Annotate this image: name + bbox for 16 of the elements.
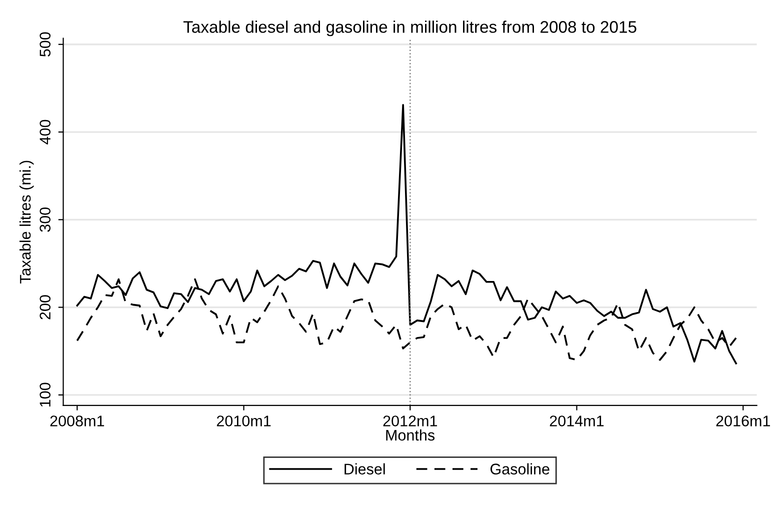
x-tick-label: 2012m1 [383, 416, 437, 426]
y-tick-label: 200 [40, 295, 51, 320]
x-axis-title: Months [386, 429, 435, 441]
y-tick-label: 100 [40, 382, 51, 407]
x-tick-label: 2008m1 [50, 416, 104, 426]
y-tick-label: 500 [40, 32, 51, 57]
line-series [76, 104, 737, 364]
x-tick-label: 2016m1 [716, 416, 770, 426]
legend-label: Diesel [344, 463, 385, 474]
y-tick-label: 400 [40, 120, 51, 144]
x-tick-label: 2014m1 [550, 416, 604, 426]
y-tick-label: 300 [40, 208, 51, 232]
legend-label: Gasoline [490, 463, 550, 474]
y-axis-title: Taxable litres (mi.) [20, 160, 34, 284]
x-tick-label: 2010m1 [216, 416, 271, 426]
chart-title: Taxable diesel and gasoline in million litres from 2008 to 2015 [183, 20, 636, 36]
